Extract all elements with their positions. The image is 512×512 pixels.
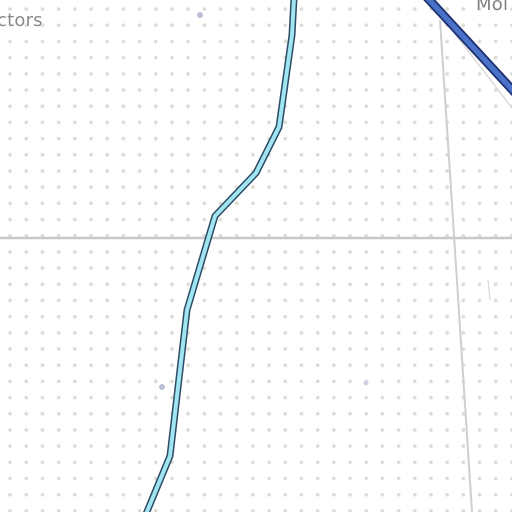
poi-marker[interactable]	[363, 380, 369, 386]
side-road	[451, 29, 512, 109]
river	[143, 0, 298, 512]
diagonal-road	[439, 19, 473, 512]
side-road-fragment	[487, 279, 491, 301]
poi-marker[interactable]	[159, 384, 165, 390]
place-label-partial: Mol	[476, 0, 509, 15]
river-fill	[144, 0, 296, 512]
highway[interactable]	[422, 0, 512, 96]
poi-marker[interactable]	[197, 12, 203, 18]
place-label-partial: ctors	[0, 10, 43, 31]
